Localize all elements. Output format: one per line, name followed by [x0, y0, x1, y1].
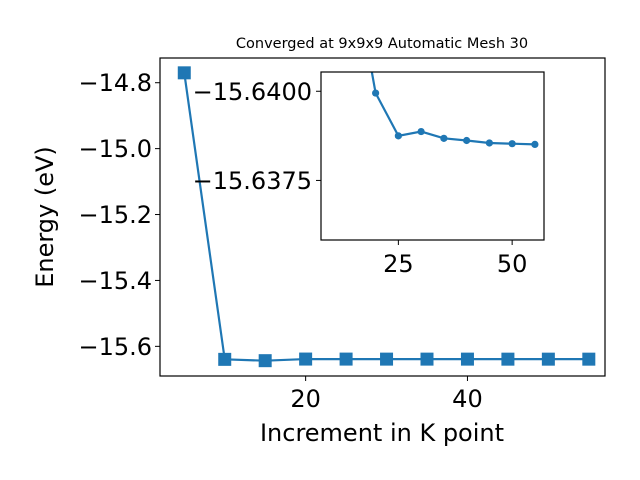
x-axis-label: Increment in K point	[260, 419, 504, 447]
main-data-point	[218, 352, 232, 366]
inset-data-point	[372, 89, 380, 97]
main-axes: 20 40 −14.8−15.0−15.2−15.4−15.6	[78, 57, 606, 413]
main-series	[177, 66, 596, 368]
inset-data-point	[508, 140, 516, 148]
inset-data-point	[463, 136, 471, 145]
main-y-tick-label: −15.4	[78, 267, 152, 295]
main-data-point	[541, 352, 555, 366]
inset-y-tick-label: −15.6400	[193, 78, 312, 106]
main-data-point	[258, 354, 272, 368]
main-data-point	[380, 352, 394, 366]
inset-data-point	[417, 127, 425, 136]
main-data-point	[501, 352, 515, 366]
inset-y-tick-label: −15.6375	[193, 167, 312, 195]
inset-x-tick-label: 25	[383, 250, 414, 278]
main-y-tick-label: −15.6	[78, 333, 152, 361]
main-x-tick-label: 40	[452, 385, 483, 413]
main-y-ticks: −14.8 −15.0 −15.2 −15.4 −15.6	[78, 69, 160, 361]
main-data-point	[177, 66, 191, 80]
inset-plot-frame	[320, 71, 545, 241]
main-data-point	[420, 352, 434, 366]
inset-x-tick-label: 50	[497, 250, 528, 278]
main-data-point	[339, 352, 353, 366]
y-axis-label: Energy (eV)	[31, 146, 59, 288]
main-x-tick-label: 20	[290, 385, 321, 413]
main-data-point	[460, 352, 474, 366]
main-y-tick-label: −15.0	[78, 135, 152, 163]
inset-data-point	[440, 134, 448, 142]
main-y-tick-label: −15.2	[78, 201, 152, 229]
main-plot-frame	[159, 57, 606, 377]
main-y-tick-label: −14.8	[78, 69, 152, 97]
inset-x-ticks: 25 50	[383, 240, 527, 278]
main-data-point	[299, 352, 313, 366]
inset-data-point	[394, 132, 402, 140]
main-x-ticks: 20 40	[290, 376, 483, 413]
main-data-point	[582, 352, 596, 366]
inset-data-point	[485, 139, 493, 147]
inset-series	[370, 72, 539, 149]
inset-y-ticks: −15.6400 −15.6375	[193, 78, 321, 195]
inset-axes: 25 50	[320, 71, 545, 278]
chart-title: Converged at 9x9x9 Automatic Mesh 30	[236, 36, 528, 52]
inset-data-point	[531, 140, 539, 149]
